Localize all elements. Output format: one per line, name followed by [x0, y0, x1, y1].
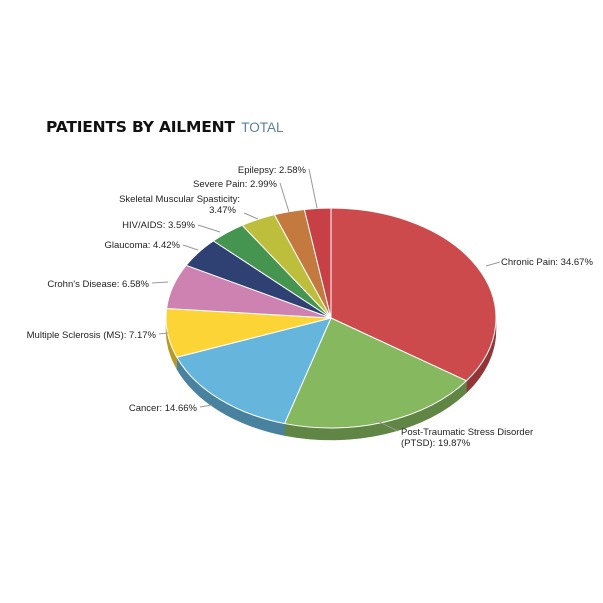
label-connector: [243, 212, 259, 220]
chart-subtitle: TOTAL: [241, 120, 284, 135]
label-connector: [182, 244, 199, 251]
label-connector: [158, 332, 169, 335]
pie-slices: [165, 207, 497, 429]
chart-title-block: PATIENTS BY AILMENT TOTAL: [46, 118, 283, 137]
slice-data-label: Skeletal Muscular Spasticity: 3.47%: [119, 194, 240, 216]
slice-data-label: Cancer: 14.66%: [129, 403, 198, 414]
label-connector: [374, 419, 399, 432]
label-connector: [151, 281, 169, 284]
slice-data-label: Severe Pain: 2.99%: [193, 179, 278, 190]
label-connector: [279, 182, 290, 213]
pie-side-walls: [165, 317, 497, 441]
label-connector: [485, 261, 501, 267]
slice-data-label: HIV/AIDS: 3.59%: [122, 220, 195, 231]
slice-data-label: Glaucoma: 4.42%: [104, 240, 180, 251]
slice-data-label: Epilepsy: 2.58%: [238, 165, 307, 176]
pie-slice-cancer[interactable]: [176, 317, 332, 425]
pie-labels: Chronic Pain: 34.67% Post-Traumatic Stres…: [27, 165, 594, 449]
pie-slice-epilepsy[interactable]: [303, 207, 332, 319]
pie-slice-post-traumatic-stress-disorder-ptsd[interactable]: [284, 317, 467, 429]
chart-title: PATIENTS BY AILMENT: [46, 118, 235, 136]
slice-data-label: Chronic Pain: 34.67%: [501, 257, 593, 268]
label-connector: [197, 224, 221, 233]
slice-data-label: Multiple Sclerosis (MS): 7.17%: [27, 330, 157, 341]
label-connector: [199, 404, 213, 408]
pie-slice-chronic-pain[interactable]: [330, 207, 497, 382]
label-connector: [308, 168, 318, 209]
slice-data-label: Crohn's Disease: 6.58%: [47, 279, 149, 290]
slice-data-label: Post-Traumatic Stress Disorder (PTSD): 19…: [401, 427, 533, 449]
